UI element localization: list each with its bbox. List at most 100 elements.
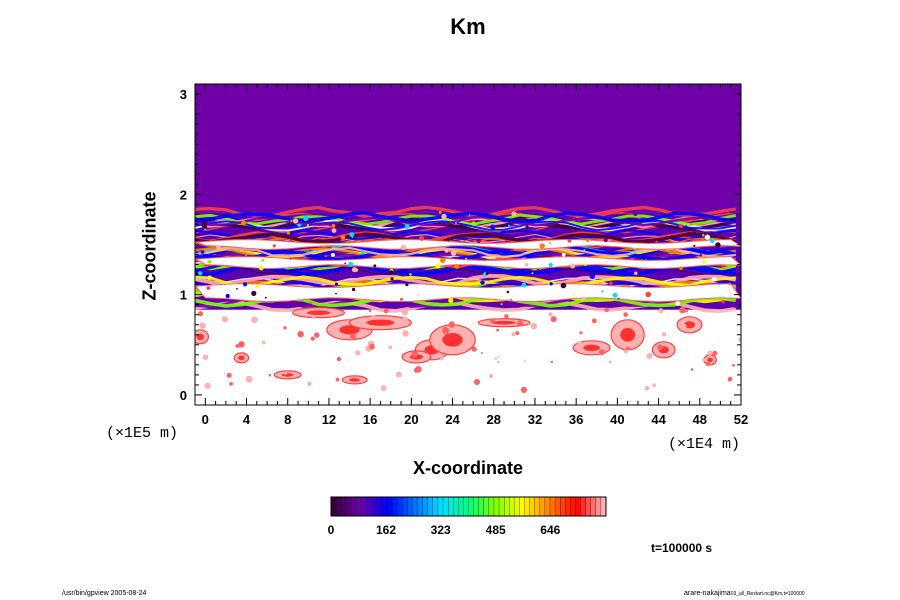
contour-speck <box>576 341 583 347</box>
contour-blob-core <box>492 320 516 325</box>
colorbar-cell <box>351 496 357 517</box>
colorbar-cell <box>600 496 607 517</box>
band-speckle <box>207 275 212 281</box>
contour-speck <box>198 311 203 317</box>
band-speckle <box>655 240 658 243</box>
band-speckle <box>272 244 276 248</box>
band-speckle <box>419 235 425 241</box>
contour-speck <box>504 314 509 319</box>
colorbar-tick-label: 162 <box>376 523 396 537</box>
band-stripe <box>195 231 737 244</box>
band-speckle <box>476 238 481 243</box>
band-quiet-layer <box>195 238 741 251</box>
contour-speck <box>414 367 419 373</box>
y-tick-label: 1 <box>180 288 187 303</box>
contour-speck <box>685 310 689 313</box>
contour-speck <box>336 356 342 362</box>
band-speckle <box>201 222 208 228</box>
colorbar-cell <box>447 496 454 517</box>
band-speckle <box>715 242 721 248</box>
contour-blob-core <box>307 310 331 316</box>
band-speckle <box>589 273 595 279</box>
contour-speck <box>712 350 718 356</box>
x-tick-label: 24 <box>445 412 460 427</box>
x-tick-label: 0 <box>202 412 209 427</box>
band-speckle <box>465 257 468 260</box>
band-stripe <box>195 246 736 259</box>
x-tick-label: 52 <box>734 412 748 427</box>
colorbar-cell <box>503 496 510 517</box>
band-speckle <box>511 211 517 217</box>
contour-speck <box>383 308 389 314</box>
y-tick-label: 3 <box>180 87 187 102</box>
x-tick-label: 48 <box>693 412 707 427</box>
band-speckle <box>586 238 590 242</box>
band-speckle <box>612 292 618 298</box>
band-speckle <box>678 223 684 228</box>
contour-speck <box>402 330 409 337</box>
band-speckle <box>389 270 394 275</box>
band-speckle <box>524 263 529 267</box>
band-speckle <box>572 293 575 296</box>
contour-speck <box>235 344 240 348</box>
band-speckle <box>400 244 407 250</box>
band-stripe <box>195 210 736 224</box>
band-speckle <box>404 224 410 229</box>
band-quiet-layer <box>195 283 741 303</box>
contour-blob-core <box>349 378 361 382</box>
contour-blob-core <box>620 328 636 342</box>
colorbar-cell <box>437 496 444 517</box>
contour-speck <box>658 308 664 314</box>
contour-speck <box>608 360 612 364</box>
colorbar-tick-label: 0 <box>328 523 335 537</box>
band-speckle <box>236 288 238 290</box>
band-speckle <box>261 258 265 262</box>
band-speckle <box>625 277 630 282</box>
contour-speck <box>550 360 554 364</box>
band-speckle <box>441 213 447 220</box>
colorbar-cell <box>509 496 515 517</box>
band-stripe <box>195 275 736 287</box>
colorbar-cell <box>534 496 541 517</box>
contour-speck <box>411 351 418 358</box>
contour-speck <box>591 318 597 324</box>
contour-speck <box>471 346 477 352</box>
contour-speck <box>388 345 393 350</box>
y-scale-note: (×1E5 m) <box>106 425 179 442</box>
lower-blob-layer <box>195 306 741 393</box>
band-speckle <box>198 271 203 276</box>
band-speckle <box>342 220 345 223</box>
colorbar-cell <box>468 496 475 517</box>
y-tick-label: 2 <box>180 187 187 202</box>
contour-speck <box>369 309 372 313</box>
band-speckle <box>390 277 394 281</box>
band-speckle <box>306 224 309 227</box>
colorbar-frame <box>330 496 607 517</box>
band-speckle <box>225 293 230 299</box>
band-speckle <box>574 218 579 222</box>
contour-speck <box>204 382 211 389</box>
band-speckle <box>721 300 725 304</box>
contour-speck <box>261 340 266 345</box>
contour-speck <box>440 356 444 361</box>
band-speckle <box>617 297 620 300</box>
band-speckle <box>468 213 471 216</box>
band-speckle <box>400 297 403 301</box>
contour-speck <box>626 346 630 351</box>
colorbar-cell <box>458 496 464 517</box>
contour-speck <box>727 376 733 382</box>
x-tick-label: 20 <box>404 412 418 427</box>
band-speckle <box>255 284 260 289</box>
contour-speck <box>221 316 228 323</box>
band-speckle <box>204 228 206 231</box>
band-speckle <box>539 243 545 249</box>
contour-blob-core <box>281 373 294 377</box>
colorbar-cell <box>473 496 480 517</box>
band-speckle <box>702 234 705 237</box>
colorbar-cell <box>346 496 352 517</box>
band-speckle <box>561 253 566 257</box>
colorbar-cell <box>549 496 556 517</box>
band-speckle <box>417 293 419 296</box>
contour-speck <box>480 352 483 354</box>
colorbar-tick-label: 646 <box>540 523 560 537</box>
